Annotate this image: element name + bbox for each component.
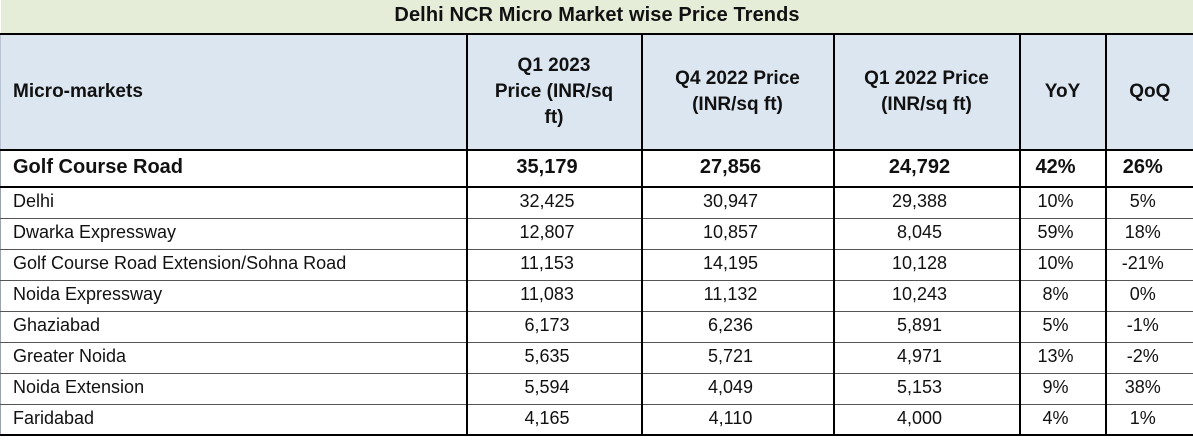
table-row: Dwarka Expressway 12,807 10,857 8,045 59% 18% [0, 218, 1193, 250]
column-header-q1-2023-line2: Price (INR/sq [494, 80, 614, 102]
cell-q1_2022: 24,792 [832, 150, 1021, 188]
table-row: Delhi 32,425 30,947 29,388 10% 5% [0, 187, 1193, 219]
cell-q1_2022: 4,000 [832, 404, 1021, 436]
column-header-q1-2023-price: Q1 2023 Price (INR/sq ft) [465, 34, 643, 151]
cell-q4_2022: 11,132 [640, 280, 835, 312]
cell-qoq: 1% [1104, 404, 1193, 436]
row-label-market: Dwarka Expressway [0, 218, 468, 250]
cell-q4_2022: 30,947 [640, 187, 835, 219]
cell-q4_2022: 5,721 [640, 342, 835, 374]
table-header-row: Micro-markets Q1 2023 Price (INR/sq ft) … [0, 34, 1193, 151]
column-header-qoq-label: QoQ [1129, 80, 1171, 102]
cell-qoq: -2% [1104, 342, 1193, 374]
row-label-market: Golf Course Road [0, 150, 468, 188]
column-header-q1-2022-line2: (INR/sq ft) [881, 94, 972, 115]
row-label-market: Greater Noida [0, 342, 468, 374]
column-header-q1-2023-line3: ft) [544, 107, 564, 129]
cell-qoq: 18% [1104, 218, 1193, 250]
cell-q4_2022: 6,236 [640, 311, 835, 343]
cell-qoq: 26% [1104, 150, 1193, 188]
cell-q1_2022: 29,388 [832, 187, 1021, 219]
cell-qoq: -1% [1104, 311, 1193, 343]
column-header-q1-2023-line1: Q1 2023 [517, 54, 591, 76]
cell-yoy: 8% [1018, 280, 1107, 312]
column-header-yoy-label: YoY [1044, 80, 1081, 102]
cell-q1_2022: 5,891 [832, 311, 1021, 343]
cell-yoy: 9% [1018, 373, 1107, 405]
row-label-market: Delhi [0, 187, 468, 219]
cell-q1_2023: 4,165 [465, 404, 643, 436]
row-label-market: Faridabad [0, 404, 468, 436]
cell-yoy: 10% [1018, 249, 1107, 281]
column-header-micro-markets-label: Micro-markets [13, 80, 143, 102]
cell-qoq: 0% [1104, 280, 1193, 312]
cell-yoy: 13% [1018, 342, 1107, 374]
column-header-q4-2022-price: Q4 2022 Price (INR/sq ft) [640, 34, 835, 151]
table-row: Golf Course Road 35,179 27,856 24,792 42% 26% [0, 150, 1193, 188]
table-row: Faridabad 4,165 4,110 4,000 4% 1% [0, 404, 1193, 436]
cell-q4_2022: 10,857 [640, 218, 835, 250]
row-label-market: Noida Extension [0, 373, 468, 405]
cell-q1_2023: 32,425 [465, 187, 643, 219]
row-label-market: Ghaziabad [0, 311, 468, 343]
column-header-q4-2022-line2: (INR/sq ft) [692, 94, 783, 115]
cell-yoy: 4% [1018, 404, 1107, 436]
table-body: Golf Course Road 35,179 27,856 24,792 42% 26%… [0, 150, 1193, 436]
table-row: Noida Extension 5,594 4,049 5,153 9% 38% [0, 373, 1193, 405]
cell-q1_2022: 8,045 [832, 218, 1021, 250]
table-row: Noida Expressway 11,083 11,132 10,243 8% 0% [0, 280, 1193, 312]
row-label-market: Noida Expressway [0, 280, 468, 312]
cell-q4_2022: 27,856 [640, 150, 835, 188]
column-header-q1-2022-line1: Q1 2022 Price [864, 67, 989, 89]
cell-q1_2023: 5,594 [465, 373, 643, 405]
cell-q1_2023: 11,153 [465, 249, 643, 281]
table-title: Delhi NCR Micro Market wise Price Trends [0, 0, 1193, 35]
cell-q1_2023: 6,173 [465, 311, 643, 343]
cell-q1_2022: 4,971 [832, 342, 1021, 374]
cell-qoq: -21% [1104, 249, 1193, 281]
column-header-qoq: QoQ [1104, 34, 1193, 151]
column-header-micro-markets: Micro-markets [0, 34, 468, 151]
row-label-market: Golf Course Road Extension/Sohna Road [0, 249, 468, 281]
cell-q4_2022: 4,110 [640, 404, 835, 436]
cell-yoy: 42% [1018, 150, 1107, 188]
cell-qoq: 38% [1104, 373, 1193, 405]
cell-q1_2022: 5,153 [832, 373, 1021, 405]
table-title-row: Delhi NCR Micro Market wise Price Trends [0, 0, 1193, 35]
cell-q1_2022: 10,243 [832, 280, 1021, 312]
column-header-q4-2022-line1: Q4 2022 Price [675, 67, 800, 89]
cell-q1_2023: 5,635 [465, 342, 643, 374]
cell-yoy: 5% [1018, 311, 1107, 343]
table-row: Ghaziabad 6,173 6,236 5,891 5% -1% [0, 311, 1193, 343]
cell-q1_2022: 10,128 [832, 249, 1021, 281]
table-row: Golf Course Road Extension/Sohna Road 11,… [0, 249, 1193, 281]
column-header-yoy: YoY [1018, 34, 1107, 151]
cell-q4_2022: 4,049 [640, 373, 835, 405]
cell-yoy: 10% [1018, 187, 1107, 219]
cell-qoq: 5% [1104, 187, 1193, 219]
column-header-q1-2022-price: Q1 2022 Price (INR/sq ft) [832, 34, 1021, 151]
cell-q1_2023: 11,083 [465, 280, 643, 312]
cell-q4_2022: 14,195 [640, 249, 835, 281]
table-row: Greater Noida 5,635 5,721 4,971 13% -2% [0, 342, 1193, 374]
cell-q1_2023: 12,807 [465, 218, 643, 250]
cell-yoy: 59% [1018, 218, 1107, 250]
cell-q1_2023: 35,179 [465, 150, 643, 188]
